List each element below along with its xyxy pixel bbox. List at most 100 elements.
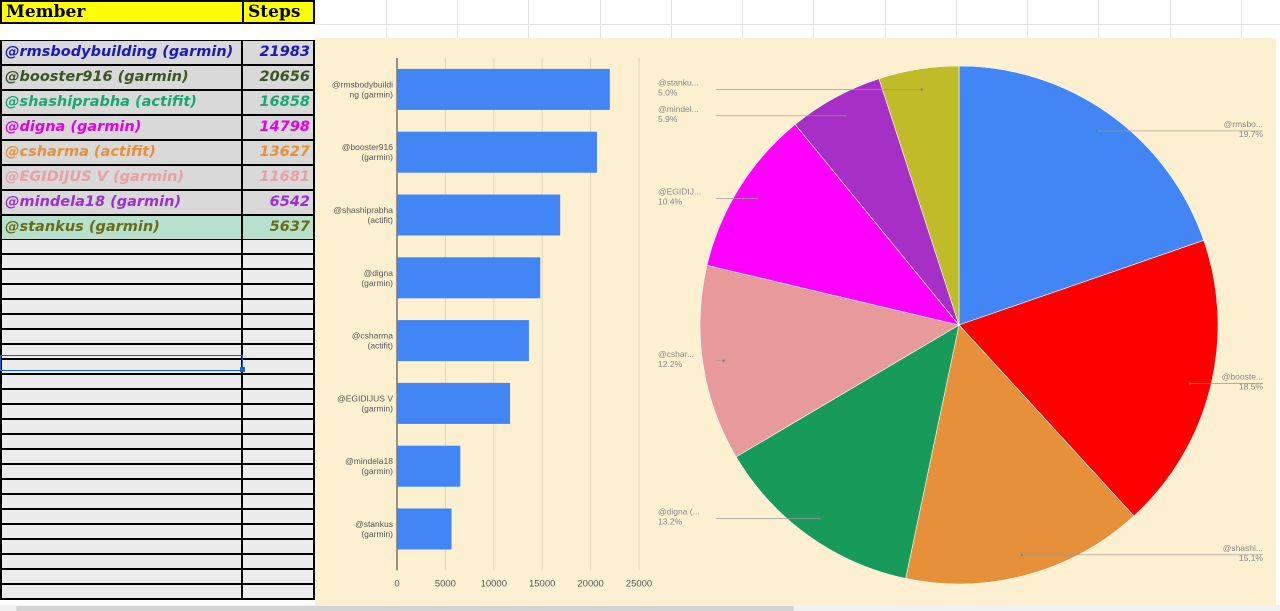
- empty-cell[interactable]: [243, 285, 315, 300]
- empty-cell[interactable]: [243, 300, 315, 315]
- empty-cell[interactable]: [0, 570, 243, 585]
- table-row: @digna (garmin) 14798: [0, 115, 315, 140]
- empty-cell[interactable]: [0, 420, 243, 435]
- member-cell[interactable]: @EGIDIJUS V (garmin): [0, 165, 243, 190]
- column-header-steps[interactable]: Steps: [242, 0, 315, 24]
- empty-cell[interactable]: [243, 330, 315, 345]
- empty-row: [0, 285, 315, 300]
- steps-cell[interactable]: 14798: [243, 115, 315, 140]
- empty-row: [0, 585, 315, 600]
- empty-cell[interactable]: [243, 450, 315, 465]
- empty-cell[interactable]: [0, 315, 243, 330]
- leader-dot: [818, 517, 822, 520]
- member-cell[interactable]: @csharma (actifit): [0, 140, 243, 165]
- steps-cell[interactable]: 16858: [243, 90, 315, 115]
- steps-cell[interactable]: 6542: [243, 190, 315, 215]
- member-cell[interactable]: @stankus (garmin): [0, 215, 243, 240]
- member-cell[interactable]: @rmsbodybuilding (garmin): [0, 40, 243, 65]
- empty-cell[interactable]: [0, 555, 243, 570]
- bar: [397, 68, 610, 110]
- y-tick-label-line: (garmin): [361, 529, 393, 539]
- empty-cell[interactable]: [0, 330, 243, 345]
- empty-cell[interactable]: [0, 585, 243, 600]
- empty-cell[interactable]: [0, 300, 243, 315]
- column-header-member[interactable]: Member: [0, 0, 244, 24]
- grid-line: [813, 0, 814, 40]
- empty-cell[interactable]: [243, 570, 315, 585]
- slice-percent: 10.4%: [658, 197, 683, 207]
- bar: [397, 445, 461, 487]
- steps-cell[interactable]: 11681: [243, 165, 315, 190]
- grid-line: [742, 0, 743, 40]
- empty-row: [0, 435, 315, 450]
- member-cell[interactable]: @mindela18 (garmin): [0, 190, 243, 215]
- empty-cell[interactable]: [0, 510, 243, 525]
- empty-cell[interactable]: [243, 420, 315, 435]
- slice-percent: 5.9%: [658, 114, 678, 124]
- fill-handle[interactable]: [240, 367, 245, 372]
- y-tick-label-line: @shashiprabha: [333, 205, 393, 215]
- empty-cell[interactable]: [243, 405, 315, 420]
- member-cell[interactable]: @booster916 (garmin): [0, 65, 243, 90]
- empty-cell[interactable]: [0, 345, 243, 360]
- y-tick-label-line: (actifit): [368, 215, 394, 225]
- member-cell[interactable]: @digna (garmin): [0, 115, 243, 140]
- empty-cell[interactable]: [243, 240, 315, 255]
- slice-label: @shashi...: [1223, 543, 1263, 553]
- empty-cell[interactable]: [243, 435, 315, 450]
- leader-dot: [755, 197, 759, 200]
- empty-cell[interactable]: [243, 315, 315, 330]
- empty-cell[interactable]: [0, 255, 243, 270]
- grid-line: [1241, 0, 1242, 40]
- empty-cell[interactable]: [0, 540, 243, 555]
- empty-cell[interactable]: [243, 360, 315, 375]
- y-tick-label-line: ng (garmin): [350, 89, 394, 99]
- empty-cell[interactable]: [0, 375, 243, 390]
- bar-chart[interactable]: 0 5000 10000 15000 20000 25000 @rmsbodybuildi n…: [315, 38, 656, 606]
- pie-chart[interactable]: @rmsbo... 19.7% @booste... 18.5% @shashi... 1…: [656, 38, 1276, 606]
- steps-cell[interactable]: 20656: [243, 65, 315, 90]
- y-tick-label: @booster916 (garmin): [342, 142, 393, 162]
- empty-cell[interactable]: [0, 240, 243, 255]
- empty-cell[interactable]: [0, 270, 243, 285]
- empty-cell[interactable]: [243, 585, 315, 600]
- empty-cell[interactable]: [0, 435, 243, 450]
- selected-cell[interactable]: [0, 355, 243, 371]
- pie-chart-svg: @rmsbo...19.7%@booste...18.5%@shashi...1…: [658, 65, 1263, 585]
- empty-cell[interactable]: [0, 480, 243, 495]
- empty-cell[interactable]: [0, 285, 243, 300]
- x-tick-label: 25000: [626, 578, 652, 589]
- steps-cell[interactable]: 5637: [243, 215, 315, 240]
- empty-cell[interactable]: [243, 555, 315, 570]
- empty-cell[interactable]: [243, 345, 315, 360]
- scrollbar-thumb[interactable]: [16, 606, 794, 611]
- bar: [397, 131, 597, 173]
- empty-cell[interactable]: [243, 525, 315, 540]
- x-tick-label: 5000: [435, 578, 456, 589]
- empty-cell[interactable]: [0, 525, 243, 540]
- empty-cell[interactable]: [243, 465, 315, 480]
- empty-cell[interactable]: [243, 375, 315, 390]
- empty-cell[interactable]: [243, 480, 315, 495]
- empty-cell[interactable]: [243, 510, 315, 525]
- empty-cell[interactable]: [243, 270, 315, 285]
- leader-dot: [722, 359, 725, 362]
- empty-cell[interactable]: [0, 405, 243, 420]
- table-row: @shashiprabha (actifit) 16858: [0, 90, 315, 115]
- grid-line: [885, 0, 886, 40]
- empty-cell[interactable]: [0, 390, 243, 405]
- steps-cell[interactable]: 21983: [243, 40, 315, 65]
- pie-slice: [706, 123, 960, 326]
- empty-cell[interactable]: [243, 390, 315, 405]
- empty-cell[interactable]: [243, 495, 315, 510]
- empty-cell[interactable]: [243, 255, 315, 270]
- empty-cell[interactable]: [0, 450, 243, 465]
- empty-cell[interactable]: [243, 540, 315, 555]
- empty-cell[interactable]: [0, 495, 243, 510]
- grid-line: [600, 0, 601, 40]
- slice-percent: 13.2%: [658, 517, 683, 527]
- steps-cell[interactable]: 13627: [243, 140, 315, 165]
- empty-cell[interactable]: [0, 465, 243, 480]
- member-cell[interactable]: @shashiprabha (actifit): [0, 90, 243, 115]
